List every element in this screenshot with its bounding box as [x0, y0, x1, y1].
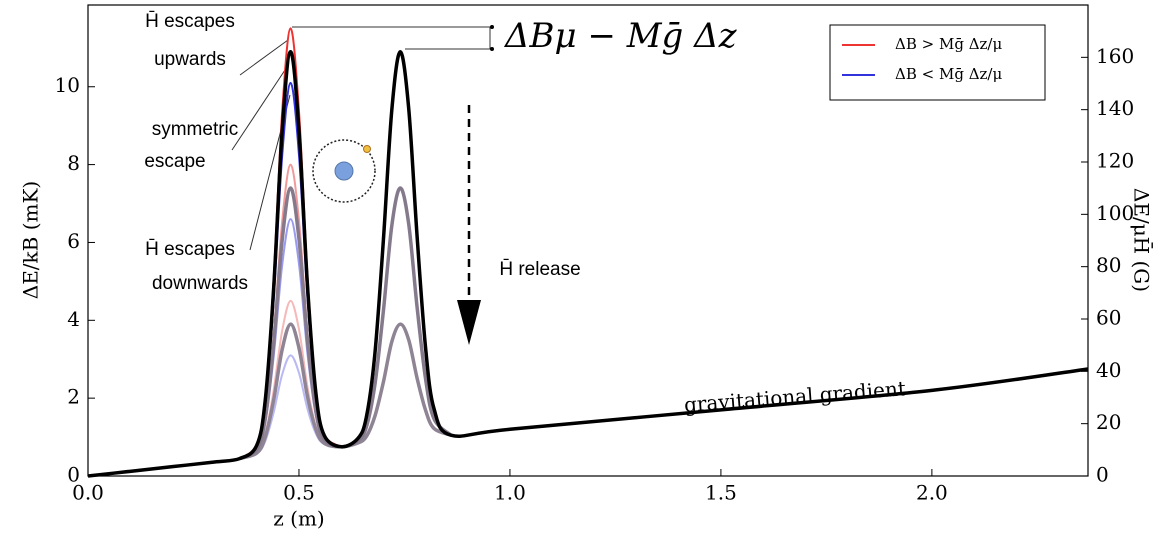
- dot: [490, 47, 494, 51]
- atom-icon: [312, 139, 376, 203]
- y2-tick-label: 40: [1096, 358, 1121, 382]
- dot: [490, 25, 494, 29]
- annotation: H̄ escapes: [145, 11, 235, 32]
- y2-tick-label: 100: [1096, 201, 1134, 225]
- y2-tick-label: 160: [1096, 44, 1134, 68]
- annotation: upwards: [154, 49, 226, 70]
- x-axis-label: z (m): [273, 507, 324, 531]
- release-arrow: [457, 105, 481, 345]
- annotation: H̄ escapes: [145, 239, 235, 260]
- y2-tick-label: 80: [1096, 253, 1121, 277]
- x-tick-label: 2.0: [916, 481, 948, 505]
- leaders: [231, 26, 491, 251]
- y2-tick-label: 60: [1096, 306, 1121, 330]
- legend-box: [829, 24, 1046, 101]
- series-line: [239, 218, 342, 460]
- series-line: [239, 27, 342, 460]
- x-tick-label: 1.0: [494, 481, 526, 505]
- y2-axis-label: ΔE/μH̄ (G): [1130, 188, 1155, 292]
- x-tick-label: 1.5: [705, 481, 737, 505]
- annotation: escape: [144, 151, 205, 172]
- series-line: [239, 163, 342, 460]
- plot-frame: [87, 4, 1089, 477]
- series-line: [239, 81, 342, 460]
- series-line: [87, 49, 1089, 478]
- legend-label: ΔB > Mḡ Δz/μ: [895, 35, 1002, 53]
- y-tick-label: 2: [67, 385, 80, 409]
- y-tick-label: 8: [67, 151, 80, 175]
- annotation: ΔBμ − Mḡ Δz: [503, 16, 738, 56]
- y-tick-label: 10: [55, 73, 80, 97]
- y-tick-label: 0: [67, 463, 80, 487]
- annotation: downwards: [152, 273, 248, 294]
- annotation: H̄ release: [499, 259, 580, 280]
- y2-tick-label: 0: [1096, 463, 1109, 487]
- annotation: symmetric: [152, 119, 239, 140]
- legend-label: ΔB < Mḡ Δz/μ: [895, 65, 1002, 83]
- y-tick-label: 4: [67, 307, 80, 331]
- x-tick-label: 0.0: [72, 481, 104, 505]
- x-tick-label: 0.5: [283, 481, 315, 505]
- y2-tick-label: 20: [1096, 410, 1121, 434]
- y2-tick-label: 140: [1096, 96, 1134, 120]
- y2-tick-label: 120: [1096, 149, 1134, 173]
- annotation: gravitational gradient: [683, 376, 906, 417]
- y-axis-label: ΔE/kB (mK): [19, 181, 43, 299]
- y-tick-label: 6: [67, 229, 80, 253]
